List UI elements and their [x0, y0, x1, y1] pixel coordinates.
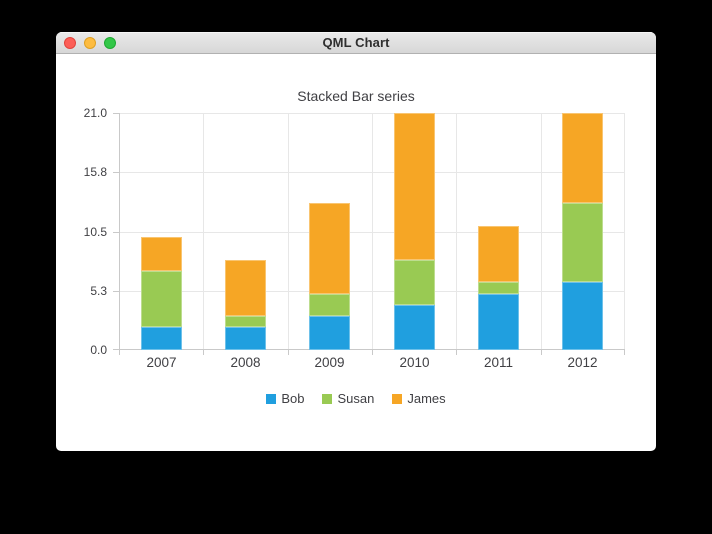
chart-title: Stacked Bar series	[297, 88, 415, 104]
x-axis-line	[119, 349, 625, 350]
x-tick-label: 2008	[230, 355, 261, 370]
gridline-vertical	[456, 113, 457, 350]
bar-segment-bob-2012	[562, 282, 603, 350]
x-axis-tick	[119, 350, 120, 355]
y-axis-labels: 0.0 5.3 10.5 15.8 21.0	[56, 106, 113, 357]
x-axis-tick	[541, 350, 542, 355]
y-axis-tick	[113, 291, 119, 292]
y-axis-line	[119, 113, 120, 350]
x-tick-label: 2007	[146, 355, 177, 370]
bar-segment-james-2007	[141, 237, 182, 271]
bar-segment-james-2012	[562, 113, 603, 204]
app-window: QML Chart Stacked Bar series 0.0 5.3 10.5 1…	[56, 32, 656, 451]
gridline-vertical	[541, 113, 542, 350]
x-axis-tick	[203, 350, 204, 355]
y-axis-tick	[113, 232, 119, 233]
legend-item-susan: Susan	[322, 390, 374, 407]
bar-segment-james-2008	[225, 259, 266, 317]
y-tick-label: 0.0	[90, 343, 107, 357]
legend-item-james: James	[392, 390, 446, 407]
bar-segment-susan-2007	[141, 271, 182, 328]
legend-label: Bob	[281, 391, 305, 406]
minimize-button[interactable]	[84, 36, 96, 49]
x-tick-label: 2011	[483, 355, 514, 370]
bar-segment-bob-2010	[394, 304, 435, 350]
window-title: QML Chart	[322, 35, 390, 50]
y-tick-label: 5.3	[90, 284, 107, 298]
bar-segment-susan-2010	[394, 259, 435, 305]
x-axis-tick	[288, 350, 289, 355]
bar-segment-james-2010	[394, 113, 435, 260]
x-tick-label: 2010	[399, 355, 430, 370]
bar-segment-susan-2009	[309, 293, 350, 317]
legend-label: Susan	[337, 391, 375, 406]
bar-segment-bob-2009	[309, 316, 350, 350]
gridline-vertical	[288, 113, 289, 350]
x-axis-tick	[372, 350, 373, 355]
bar-segment-james-2011	[478, 225, 519, 283]
bar-segment-susan-2008	[225, 316, 266, 328]
legend-marker-bob	[266, 393, 277, 404]
bar-segment-bob-2007	[141, 327, 182, 350]
bar-segment-susan-2012	[562, 203, 603, 283]
y-axis-tick	[113, 172, 119, 173]
legend-marker-james	[392, 393, 403, 404]
x-axis-tick	[624, 350, 625, 355]
bar-segment-james-2009	[309, 203, 350, 294]
close-button[interactable]	[64, 36, 76, 49]
x-tick-label: 2009	[314, 355, 345, 370]
gridline-vertical	[203, 113, 204, 350]
x-tick-label: 2012	[567, 355, 598, 370]
window-titlebar[interactable]: QML Chart	[56, 32, 656, 54]
chart-legend: Bob Susan James	[56, 390, 656, 407]
gridline-vertical	[372, 113, 373, 350]
x-axis-labels: 2007 2008 2009 2010 2011 2012	[119, 354, 625, 371]
legend-marker-susan	[322, 393, 333, 404]
plot-area	[113, 113, 625, 355]
x-axis-tick	[456, 350, 457, 355]
bar-segment-susan-2011	[478, 282, 519, 294]
y-tick-label: 15.8	[83, 165, 107, 179]
legend-label: James	[407, 391, 446, 406]
window-controls	[64, 32, 116, 53]
gridline-vertical	[624, 113, 625, 350]
y-tick-label: 10.5	[83, 225, 107, 239]
y-axis-tick	[113, 349, 119, 350]
bar-segment-bob-2011	[478, 293, 519, 350]
zoom-button[interactable]	[104, 36, 116, 49]
legend-item-bob: Bob	[266, 390, 304, 407]
y-tick-label: 21.0	[83, 106, 107, 120]
y-axis-tick	[113, 113, 119, 114]
bar-segment-bob-2008	[225, 327, 266, 350]
